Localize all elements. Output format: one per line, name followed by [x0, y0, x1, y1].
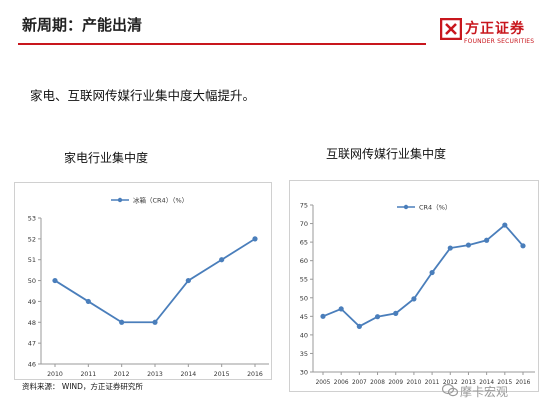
chart2-y-tick-label: 60: [300, 257, 308, 265]
chart2-data-point: [320, 313, 326, 319]
chart2-panel: 30 35 40 45 50 55 60 65 70 75 2005 2006 2007 2008 2009…: [289, 180, 539, 392]
chart2-y-tick-label: 75: [300, 202, 308, 210]
chart2-x-tick-label: 2010: [407, 380, 422, 386]
chart2-data-point: [484, 237, 490, 243]
chart1-x-tick-label: 2010: [47, 371, 63, 378]
chart1-data-point: [219, 257, 225, 263]
founder-logo-icon: [440, 18, 462, 40]
chart2-title: 互联网传媒行业集中度: [326, 147, 447, 161]
chart2-data-point: [447, 245, 453, 251]
chart2-data-point: [338, 306, 344, 312]
chart2-data-point: [356, 323, 362, 329]
chart2-legend-label: CR4（%）: [419, 204, 451, 212]
chart2-y-tick-label: 55: [300, 276, 308, 284]
chart1-data-point: [119, 319, 125, 325]
chart1-x-tick-label: 2014: [180, 371, 196, 378]
chart2-y-tick-label: 45: [300, 313, 308, 321]
chart1-y-tick-label: 48: [28, 319, 36, 327]
chart1-data-point: [52, 277, 58, 284]
chart2-data-point: [393, 310, 399, 316]
watermark-text: 摩卡宏观: [460, 385, 509, 399]
chart2-data-point: [429, 269, 435, 276]
title-divider: [18, 43, 426, 45]
chart2-y-tick-label: 65: [300, 239, 308, 247]
chart1-x-tick-label: 2015: [214, 371, 230, 378]
chart1-legend-marker: [117, 197, 123, 203]
chart1-x-tick-label: 2016: [247, 371, 263, 378]
chart2-legend-marker: [403, 204, 409, 210]
chart1-series-line: [54, 238, 256, 324]
chart2-y-tick-label: 40: [300, 331, 308, 339]
chart1-x-tick-label: 2013: [147, 371, 163, 378]
chart1-y-tick-label: 50: [28, 277, 36, 285]
chart2-series-line: [322, 223, 524, 328]
chart2-x-tick-label: 2012: [443, 380, 458, 386]
chart2-data-point: [411, 296, 417, 302]
slide-title: 新周期：产能出清: [22, 16, 143, 34]
chart2-y-tick-label: 35: [300, 350, 308, 358]
chart1-data-point: [252, 236, 258, 242]
chart2-x-tick-label: 2015: [497, 380, 512, 386]
chart2-x-tick-label: 2016: [516, 380, 531, 386]
wechat-icon: [442, 383, 458, 397]
chart2-x-tick-label: 2013: [461, 380, 476, 386]
chart2-x-tick-label: 2008: [370, 380, 385, 386]
founder-logo: 方正证券 FOUNDER SECURITIES: [440, 16, 540, 50]
chart2-data-point: [502, 222, 508, 228]
chart2-x-tick-label: 2007: [352, 380, 367, 386]
source-note: 资料来源： WIND，方正证券研究所: [22, 382, 143, 391]
chart2-x-tick-label: 2006: [334, 380, 349, 386]
chart1-data-point: [185, 277, 191, 284]
chart1-x-tick-label: 2012: [114, 371, 130, 378]
chart1-y-tick-label: 52: [28, 235, 36, 243]
chart1-panel: 46 47 48 49 50 51 52 53 2010 2011 2012 2013 2014 2015…: [14, 182, 272, 380]
chart1-x-tick-label: 2011: [80, 371, 96, 378]
chart2-x-tick-label: 2009: [388, 380, 403, 386]
chart2-x-tick-label: 2005: [316, 380, 331, 386]
chart1-legend-label: 冰箱（CR4）（%）: [133, 196, 188, 205]
logo-text-en: FOUNDER SECURITIES: [464, 38, 535, 45]
chart2-y-tick-label: 70: [300, 220, 308, 228]
chart1-y-tick-label: 53: [28, 215, 36, 223]
chart1-data-point: [85, 298, 91, 305]
chart2-y-tick-label: 30: [300, 369, 308, 377]
chart2-data-point: [374, 314, 381, 320]
chart1-y-tick-label: 49: [28, 298, 36, 306]
logo-text-cn: 方正证券: [465, 21, 525, 37]
chart1-y-tick-label: 51: [28, 256, 36, 264]
chart2-x-tick-label: 2011: [425, 380, 440, 386]
chart1-title: 家电行业集中度: [64, 151, 149, 165]
chart2-x-tick-label: 2014: [479, 380, 494, 386]
chart1-svg: 46 47 48 49 50 51 52 53 2010 2011 2012 2013 2014 2015…: [28, 196, 269, 378]
chart1-data-point: [152, 319, 158, 325]
chart2-data-point: [520, 243, 526, 249]
chart2-data-point: [465, 242, 472, 248]
chart1-y-tick-label: 47: [28, 340, 36, 348]
chart2-y-tick-label: 50: [300, 294, 308, 302]
chart2-svg: 30 35 40 45 50 55 60 65 70 75 2005 2006 2007 2008 2009…: [300, 202, 535, 386]
chart1-y-tick-label: 46: [28, 361, 36, 369]
lead-text: 家电、互联网传媒行业集中度大幅提升。: [30, 88, 256, 103]
